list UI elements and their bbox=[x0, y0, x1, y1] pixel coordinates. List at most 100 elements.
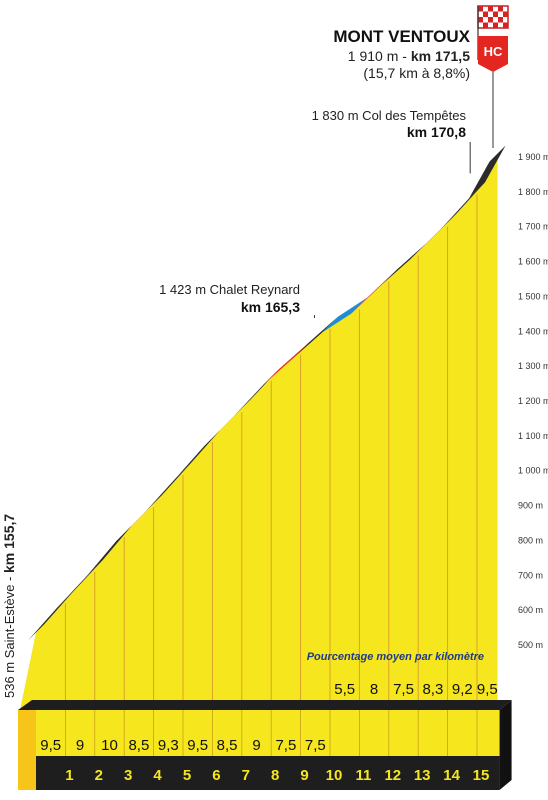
y-tick-600: 600 m bbox=[518, 605, 543, 615]
road-segment-4 bbox=[116, 495, 162, 542]
start-label: 536 m Saint-Estève - km 155,7 bbox=[1, 514, 17, 698]
start-km: km 155,7 bbox=[1, 514, 17, 573]
gradient-label-2: 9 bbox=[76, 737, 84, 754]
gradient-label-10: 7,5 bbox=[305, 737, 326, 754]
km-label-7: 7 bbox=[242, 767, 250, 784]
km-label-9: 9 bbox=[300, 767, 308, 784]
summit-km: km 171,5 bbox=[411, 48, 470, 64]
km-label-15: 15 bbox=[473, 767, 490, 784]
y-tick-500: 500 m bbox=[518, 640, 543, 650]
road-segment-7 bbox=[204, 400, 250, 446]
profile-area bbox=[20, 153, 498, 710]
y-tick-1400: 1 400 m bbox=[518, 326, 548, 336]
road-segment-6 bbox=[175, 429, 221, 480]
gradient-label-13: 7,5 bbox=[393, 681, 414, 698]
road-segment-10 bbox=[292, 316, 338, 359]
start-location: 536 m Saint-Estève - bbox=[2, 573, 17, 698]
km-columns bbox=[64, 194, 478, 710]
y-tick-800: 800 m bbox=[518, 535, 543, 545]
summit-detail: (15,7 km à 8,8%) bbox=[363, 65, 470, 81]
waypoint-label: 1 423 m Chalet Reynard bbox=[159, 282, 300, 297]
flag-square bbox=[498, 17, 503, 23]
gradient-label-15: 9,2 bbox=[452, 681, 473, 698]
gradient-label-3: 10 bbox=[101, 737, 118, 754]
road-segment-3 bbox=[86, 525, 133, 576]
y-tick-1600: 1 600 m bbox=[518, 257, 548, 267]
waypoint-label: 1 830 m Col des Tempêtes bbox=[312, 108, 467, 123]
band-top-edge bbox=[18, 700, 512, 710]
km-label-1: 1 bbox=[65, 767, 73, 784]
km-label-13: 13 bbox=[414, 767, 431, 784]
gradient-label-7: 8,5 bbox=[217, 737, 238, 754]
y-tick-1800: 1 800 m bbox=[518, 187, 548, 197]
road-segment-13 bbox=[380, 243, 427, 286]
band-side bbox=[499, 700, 512, 790]
flag-square bbox=[493, 22, 498, 28]
flag-square bbox=[498, 6, 503, 12]
base-band bbox=[18, 700, 512, 790]
gradient-label-16: 9,5 bbox=[477, 681, 498, 698]
gradient-legend: Pourcentage moyen par kilomètre bbox=[307, 651, 484, 663]
summit-name: MONT VENTOUX bbox=[333, 27, 470, 46]
road-segment-2 bbox=[57, 559, 103, 608]
flag-square bbox=[483, 11, 488, 17]
gradient-label-8: 9 bbox=[252, 737, 260, 754]
y-axis-ticks: 500 m 600 m 700 m 800 m 900 m 1 000 m 1 100 m 1… bbox=[518, 152, 548, 650]
km-label-10: 10 bbox=[326, 767, 343, 784]
flag-square bbox=[488, 17, 493, 23]
km-labels: 1 2 3 4 5 6 7 8 9 10 11 12 13 14 15 bbox=[65, 767, 489, 784]
flag-square bbox=[478, 6, 483, 12]
km-label-6: 6 bbox=[212, 767, 220, 784]
km-band bbox=[18, 756, 500, 790]
gradient-label-1: 9,5 bbox=[40, 737, 61, 754]
road-line bbox=[28, 145, 506, 641]
km-label-12: 12 bbox=[384, 767, 401, 784]
y-tick-1500: 1 500 m bbox=[518, 291, 548, 301]
flag-square bbox=[503, 22, 508, 28]
profile-fill bbox=[20, 153, 498, 710]
road-segment-5 bbox=[145, 463, 191, 512]
category-badge: HC bbox=[478, 36, 508, 72]
road-segment-15 bbox=[439, 182, 485, 231]
flag-square bbox=[488, 6, 493, 12]
y-tick-700: 700 m bbox=[518, 570, 543, 580]
waypoint-col-des-tempetes: 1 830 m Col des Tempêtes km 170,8 bbox=[312, 108, 471, 174]
y-tick-1700: 1 700 m bbox=[518, 222, 548, 232]
flag-square bbox=[478, 17, 483, 23]
y-tick-1100: 1 100 m bbox=[518, 431, 548, 441]
waypoint-km: km 165,3 bbox=[241, 299, 300, 315]
gradient-label-14: 8,3 bbox=[422, 681, 443, 698]
road-segment-12 bbox=[351, 269, 397, 314]
km-label-3: 3 bbox=[124, 767, 132, 784]
waypoint-km: km 170,8 bbox=[407, 124, 466, 140]
km-label-11: 11 bbox=[355, 767, 371, 784]
summit-altitude-km: 1 910 m - km 171,5 bbox=[348, 48, 470, 64]
y-tick-1000: 1 000 m bbox=[518, 466, 548, 476]
gradient-label-9: 7,5 bbox=[275, 737, 296, 754]
summit-annotation: MONT VENTOUX 1 910 m - km 171,5 (15,7 km… bbox=[333, 5, 509, 148]
y-tick-1300: 1 300 m bbox=[518, 361, 548, 371]
flag-square bbox=[483, 22, 488, 28]
category-label: HC bbox=[484, 44, 503, 59]
waypoint-chalet-reynard: 1 423 m Chalet Reynard km 165,3 bbox=[159, 282, 315, 318]
road-segment-16 bbox=[469, 145, 506, 199]
y-tick-900: 900 m bbox=[518, 501, 543, 511]
gradient-label-12: 8 bbox=[370, 681, 378, 698]
km-label-2: 2 bbox=[95, 767, 103, 784]
road-segment-11 bbox=[322, 297, 368, 333]
y-tick-1200: 1 200 m bbox=[518, 396, 548, 406]
gradient-labels: 9,5 9 10 8,5 9,3 9,5 8,5 9 7,5 7,55,5 8 7,5 8,3 9,2 9,… bbox=[40, 681, 497, 754]
y-tick-1900: 1 900 m bbox=[518, 152, 548, 162]
gradient-label-4: 8,5 bbox=[128, 737, 149, 754]
gradient-label-6: 9,5 bbox=[187, 737, 208, 754]
road-segment-9 bbox=[263, 342, 309, 385]
summit-altitude: 1 910 m - bbox=[348, 48, 411, 64]
flag-square bbox=[493, 11, 498, 17]
checkered-flag-icon bbox=[477, 5, 509, 60]
road-segment-1 bbox=[28, 591, 74, 641]
flag-square bbox=[503, 11, 508, 17]
start-block bbox=[18, 710, 36, 790]
gradient-label-5: 9,3 bbox=[158, 737, 179, 754]
